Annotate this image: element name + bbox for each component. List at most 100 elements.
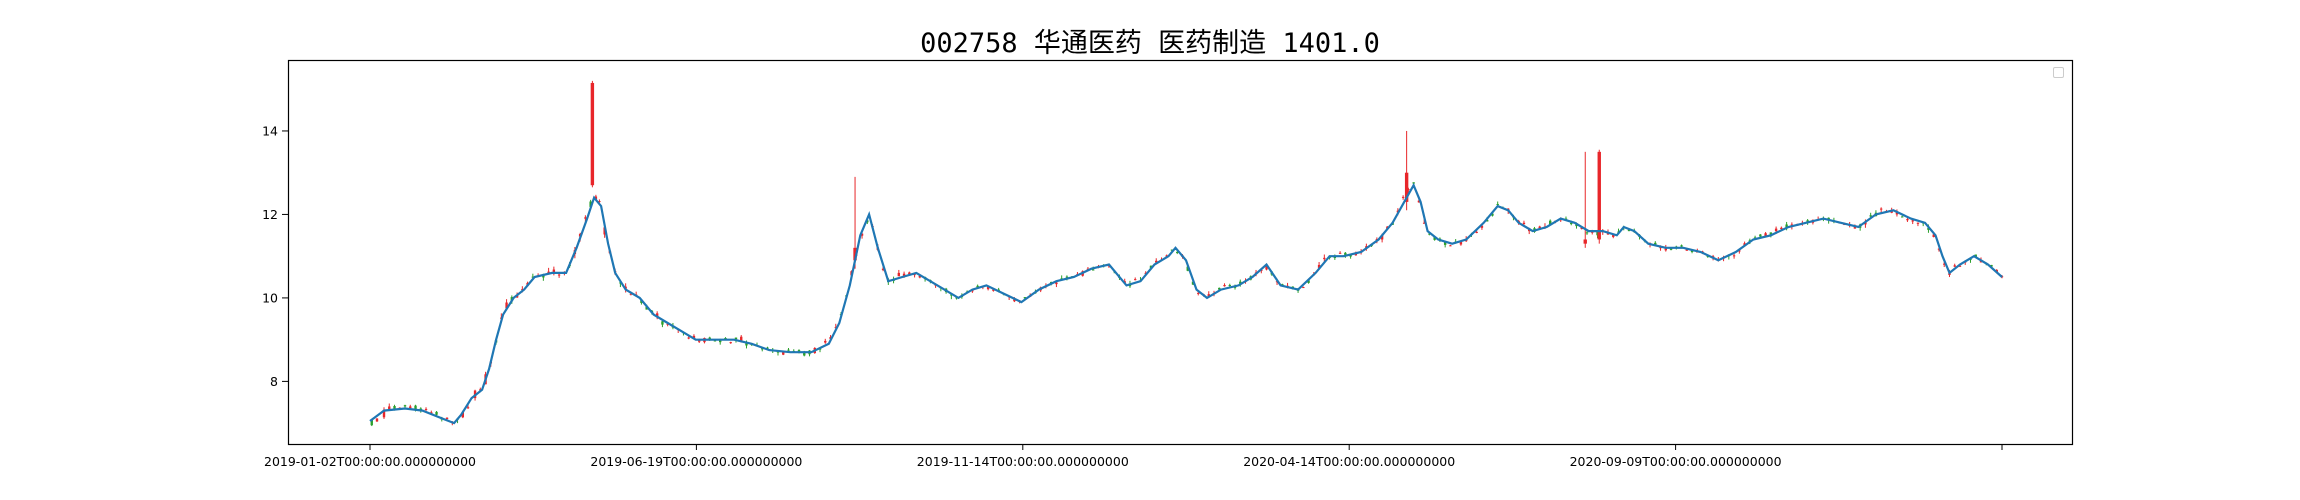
candle-body [1433, 236, 1436, 240]
candle-body [1485, 219, 1489, 222]
candle-body [1344, 252, 1347, 255]
candle-body [1759, 234, 1762, 237]
candle-body [424, 408, 428, 410]
candle-body [687, 337, 690, 339]
candle-body [918, 275, 922, 278]
spike-candle-body [590, 82, 595, 186]
candle-body [1060, 278, 1063, 280]
chart-title: 002758 华通医药 医药制造 1401.0 [920, 28, 1380, 59]
y-axis: 8 10 12 14 [262, 123, 288, 389]
candle-body [414, 405, 417, 410]
candle-body [1732, 255, 1736, 257]
candle-body [971, 290, 974, 292]
candle-body [1764, 233, 1767, 237]
candle-body [382, 409, 386, 418]
candle-body [505, 302, 508, 309]
candle-body [1475, 231, 1478, 233]
candle-body [1428, 233, 1431, 235]
candle-body [713, 340, 717, 342]
spike-candle-body [1583, 239, 1587, 244]
candle-body [1895, 212, 1899, 215]
candle-body [1317, 264, 1321, 268]
x-tick-label: 2019-06-19T00:00:00.000000000 [590, 454, 802, 469]
y-tick-label: 10 [262, 290, 278, 305]
candle-body [745, 342, 748, 346]
candle-body [1911, 220, 1914, 222]
candle-body [1323, 257, 1326, 260]
candle-body [1958, 265, 1962, 267]
candle-body [1228, 284, 1231, 286]
x-tick-label: 2020-04-14T00:00:00.000000000 [1243, 454, 1455, 469]
y-tick-label: 14 [262, 123, 278, 138]
spike-candle-body [853, 247, 857, 261]
candle-body [1023, 297, 1027, 299]
candle-body [655, 313, 659, 318]
candle-body [388, 406, 391, 410]
candle-body [1953, 265, 1956, 267]
spike-candle-body [1597, 151, 1601, 240]
candle-body [409, 406, 412, 409]
candle-body [950, 294, 953, 296]
candle-body [729, 342, 732, 344]
candle-body [1680, 245, 1683, 247]
candle-body [1134, 279, 1137, 281]
candle-body [1459, 241, 1463, 245]
candle-body [719, 339, 722, 343]
candle-body [1401, 196, 1405, 198]
candle-body [1932, 234, 1935, 237]
spike-candle-body [1404, 172, 1409, 202]
candle-body [787, 349, 790, 351]
candle-body [466, 407, 470, 409]
x-tick-label: 2020-09-09T00:00:00.000000000 [1570, 454, 1782, 469]
candle-body [584, 217, 587, 219]
candle-body [1906, 219, 1909, 221]
candle-body [1480, 225, 1484, 228]
legend-box [2053, 67, 2064, 78]
candle-body [461, 411, 465, 418]
candle-body [1422, 222, 1426, 224]
candle-body [1417, 200, 1421, 203]
candle-body [1091, 269, 1095, 271]
x-tick-label: 2019-11-14T00:00:00.000000000 [917, 454, 1129, 469]
candle-body [594, 196, 598, 200]
candle-body [1943, 263, 1946, 265]
y-tick-label: 12 [262, 207, 278, 222]
candle-body [1218, 287, 1221, 290]
candle-body [740, 336, 743, 341]
candle-body [1176, 252, 1179, 253]
candle-body [1407, 188, 1410, 190]
candle-body [1869, 215, 1872, 217]
candle-body [1170, 249, 1174, 251]
candle-body [1496, 204, 1499, 205]
candle-body [1570, 222, 1573, 225]
candle-body [445, 417, 449, 419]
candle-body [1265, 266, 1268, 270]
candle-body [1612, 234, 1615, 237]
candle-body [1491, 213, 1494, 216]
x-axis: 2019-01-02T00:00:00.000000000 2019-06-19T… [264, 444, 2003, 469]
candle-body [1900, 216, 1904, 218]
candle-body [645, 306, 648, 310]
candle-body [908, 272, 911, 275]
candle-body [375, 418, 379, 422]
candle-body [666, 323, 669, 325]
candle-body [1916, 222, 1920, 224]
candle-body [1774, 228, 1778, 232]
candle-body [881, 268, 885, 270]
candle-body [1685, 249, 1689, 251]
candle-body [1186, 266, 1189, 271]
spike-candle-group [590, 80, 1601, 269]
candle-body [393, 406, 396, 410]
candle-body [531, 276, 535, 278]
candle-body [1338, 252, 1342, 254]
candle-body [1333, 257, 1337, 259]
candle-body [976, 285, 979, 288]
candle-body [1596, 231, 1599, 236]
candle-body [1738, 250, 1741, 252]
candle-body [1690, 250, 1694, 252]
candle-body [370, 419, 373, 426]
candle-body [598, 201, 601, 203]
candle-body [897, 272, 901, 277]
